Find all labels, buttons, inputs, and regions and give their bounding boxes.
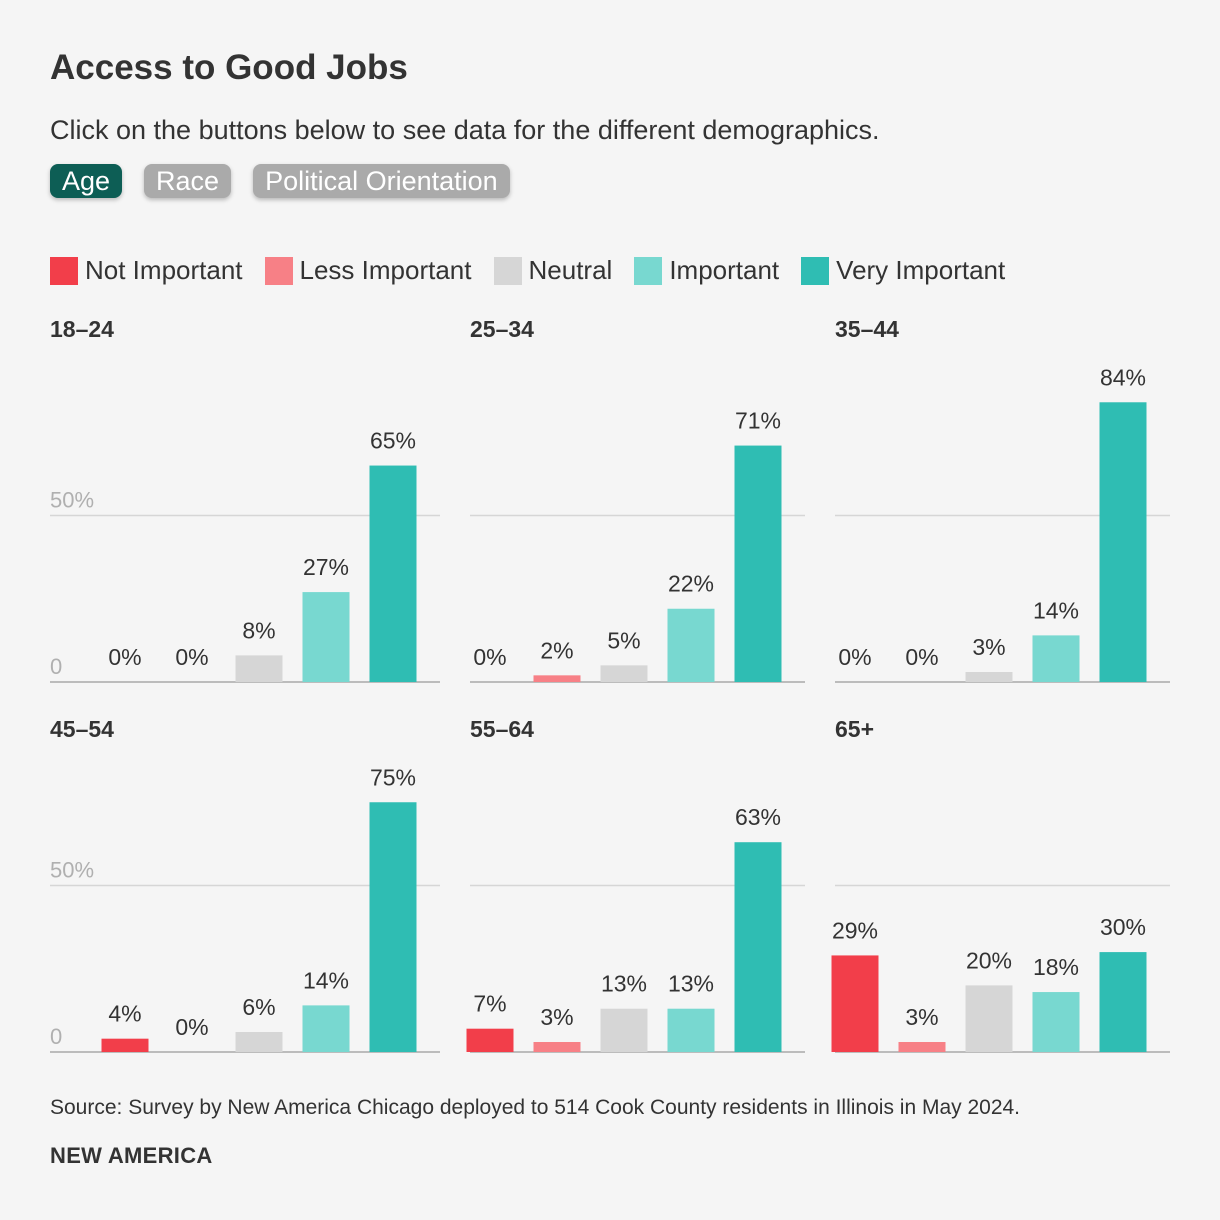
bar-very-important	[369, 465, 417, 682]
bar-less-important	[533, 1042, 581, 1052]
age-button[interactable]: Age	[50, 164, 123, 198]
bar-value-label: 65%	[370, 428, 416, 454]
legend-label: Neutral	[528, 255, 613, 285]
bar-less-important	[533, 675, 581, 682]
legend-swatch	[264, 256, 293, 285]
bar-very-important	[1099, 402, 1147, 682]
y-tick-label: 50%	[50, 488, 94, 513]
bar-important	[667, 608, 715, 682]
panel-title: 25–34	[470, 316, 534, 342]
bar-very-important	[1099, 952, 1147, 1052]
bar-neutral	[235, 1032, 283, 1052]
bar-neutral	[965, 985, 1013, 1052]
bar-value-label: 2%	[540, 637, 573, 663]
bar-value-label: 6%	[242, 994, 275, 1020]
bar-value-label: 18%	[1033, 954, 1079, 980]
bar-neutral	[965, 672, 1013, 682]
bar-important	[1032, 635, 1080, 682]
brand-logo-text: NEW AMERICA	[50, 1143, 213, 1168]
bar-very-important	[734, 842, 782, 1052]
legend-swatch	[50, 256, 78, 285]
bar-value-label: 3%	[972, 634, 1005, 660]
bar-value-label: 84%	[1100, 364, 1146, 390]
bar-value-label: 0%	[108, 644, 141, 670]
legend-label: Not Important	[85, 255, 243, 285]
legend-label: Less Important	[299, 255, 472, 285]
bar-important	[1032, 992, 1080, 1052]
legend-item-neutral: Neutral	[493, 255, 613, 286]
bar-value-label: 22%	[668, 571, 714, 597]
legend-label: Very Important	[836, 255, 1006, 285]
bar-value-label: 7%	[473, 991, 506, 1017]
legend-item-important: Important	[634, 255, 779, 286]
legend-item-less-important: Less Important	[264, 255, 472, 286]
legend: Not Important Less Important Neutral Imp…	[50, 255, 1027, 286]
panel-title: 18–24	[50, 316, 114, 342]
bar-value-label: 5%	[607, 627, 640, 653]
bar-very-important	[734, 445, 782, 682]
panel-title: 55–64	[470, 716, 534, 742]
chart-subtitle: Click on the buttons below to see data f…	[50, 115, 880, 145]
political-orientation-button[interactable]: Political Orientation	[253, 164, 510, 198]
bar-value-label: 30%	[1100, 914, 1146, 940]
bar-value-label: 0%	[175, 644, 208, 670]
bar-important	[302, 592, 350, 682]
race-button[interactable]: Race	[144, 164, 232, 198]
legend-swatch	[634, 256, 663, 285]
bar-not-important	[831, 955, 879, 1052]
legend-swatch	[493, 256, 522, 285]
panel-title: 35–44	[835, 316, 899, 342]
bar-very-important	[369, 802, 417, 1052]
source-note: Source: Survey by New America Chicago de…	[50, 1096, 1021, 1119]
bar-neutral	[600, 1008, 648, 1052]
bar-value-label: 0%	[473, 644, 506, 670]
bar-important	[667, 1008, 715, 1052]
bar-value-label: 0%	[175, 1014, 208, 1040]
bar-neutral	[600, 665, 648, 682]
bar-value-label: 0%	[838, 644, 871, 670]
bar-value-label: 3%	[540, 1004, 573, 1030]
bar-value-label: 13%	[668, 971, 714, 997]
bar-not-important	[466, 1028, 514, 1052]
bar-not-important	[101, 1038, 149, 1052]
bar-value-label: 20%	[966, 947, 1012, 973]
bar-value-label: 75%	[370, 764, 416, 790]
bar-value-label: 4%	[108, 1001, 141, 1027]
bar-important	[302, 1005, 350, 1052]
legend-label: Important	[669, 255, 780, 285]
bar-less-important	[898, 1042, 946, 1052]
chart-title: Access to Good Jobs	[50, 48, 408, 87]
bar-neutral	[235, 655, 283, 682]
bar-value-label: 14%	[303, 967, 349, 993]
bar-value-label: 0%	[905, 644, 938, 670]
bar-value-label: 29%	[832, 917, 878, 943]
bar-value-label: 27%	[303, 554, 349, 580]
legend-item-not-important: Not Important	[50, 255, 243, 286]
panel-title: 65+	[835, 716, 874, 742]
legend-item-very-important: Very Important	[801, 255, 1005, 286]
y-tick-label: 0	[50, 654, 62, 679]
bar-value-label: 13%	[601, 971, 647, 997]
bar-value-label: 63%	[735, 804, 781, 830]
bar-value-label: 71%	[735, 408, 781, 434]
legend-swatch	[801, 256, 830, 285]
bar-value-label: 14%	[1033, 597, 1079, 623]
y-tick-label: 0	[50, 1024, 62, 1049]
bar-value-label: 8%	[242, 617, 275, 643]
bar-value-label: 3%	[905, 1004, 938, 1030]
panel-title: 45–54	[50, 716, 114, 742]
demographic-button-group: Age Race Political Orientation	[50, 164, 510, 198]
y-tick-label: 50%	[50, 858, 94, 883]
